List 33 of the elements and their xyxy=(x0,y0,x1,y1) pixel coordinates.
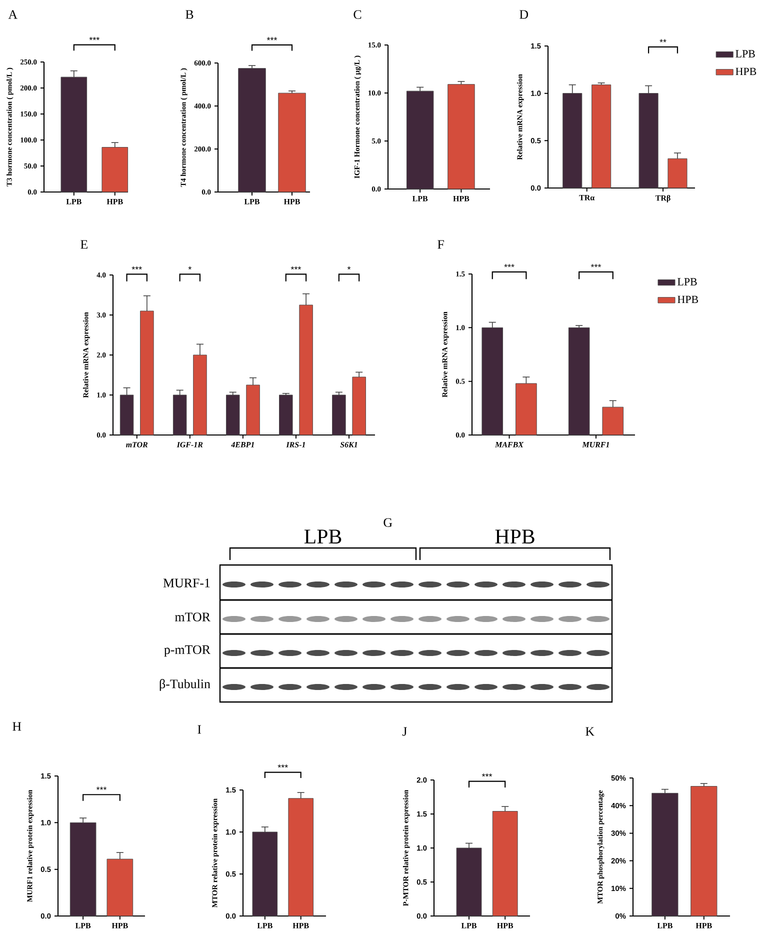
chart-title: A xyxy=(8,10,18,19)
text: *** xyxy=(266,37,278,40)
text: *** xyxy=(132,266,142,270)
text: *** xyxy=(290,266,302,270)
text: G xyxy=(384,518,392,527)
text: *** xyxy=(590,264,602,268)
chart-title: H xyxy=(12,722,22,731)
text: p-mTOR xyxy=(164,645,210,657)
text: *** xyxy=(89,36,100,40)
text: ** xyxy=(660,39,666,42)
chart-title: C xyxy=(354,10,362,19)
annotation: *** xyxy=(96,786,107,790)
text: * xyxy=(347,266,351,270)
text: LPB xyxy=(304,530,342,544)
chart-title: F xyxy=(438,240,444,249)
chart-title: D xyxy=(520,10,528,19)
chart-title: J xyxy=(402,727,407,736)
text: * xyxy=(188,266,192,270)
legend-label: LPB xyxy=(678,278,697,286)
chart-title: I xyxy=(198,725,202,734)
text: HPB xyxy=(495,530,534,544)
text: mTOR xyxy=(175,612,210,622)
text: β-Tubulin xyxy=(160,679,210,691)
text: *** xyxy=(504,264,514,268)
chart-title: K xyxy=(586,727,594,736)
chart-title: E xyxy=(80,240,88,249)
legend-label: HPB xyxy=(736,68,756,76)
text: *** xyxy=(278,764,288,768)
chart-title: B xyxy=(186,10,194,19)
legend-label: HPB xyxy=(678,296,698,304)
text: MURF-1 xyxy=(163,578,210,588)
legend-label: LPB xyxy=(736,50,755,58)
text: *** xyxy=(482,773,492,777)
